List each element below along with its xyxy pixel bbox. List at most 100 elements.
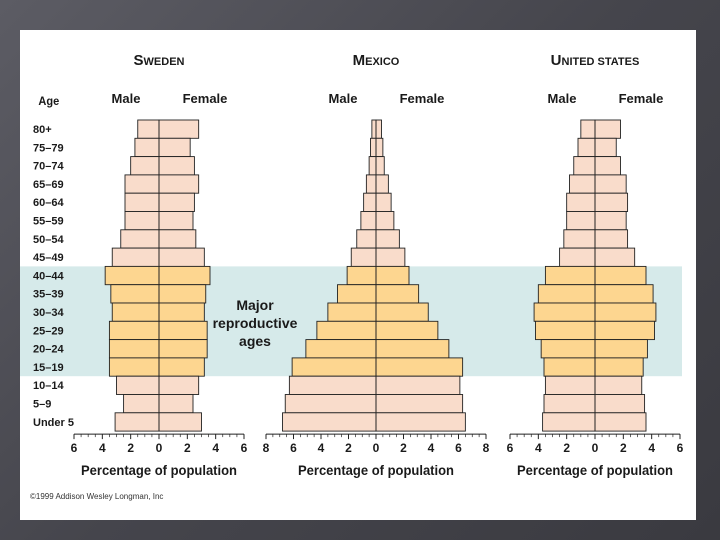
age-label: 25–29 <box>33 325 64 337</box>
bar-female <box>158 412 202 432</box>
age-label: 30–34 <box>33 307 64 319</box>
bar-male <box>580 119 596 139</box>
bar-female <box>375 284 420 304</box>
population-pyramids-chart: Age 80+ 75–79 70–74 65–69 60–64 55–59 50–54 45–4… <box>20 52 684 478</box>
bar-female <box>375 375 461 395</box>
bar-female <box>158 156 195 176</box>
bar-male <box>120 229 160 249</box>
bar-female <box>375 339 450 359</box>
bar-male <box>533 302 596 322</box>
bar-female <box>158 192 195 212</box>
x-tick-label: 2 <box>184 441 191 455</box>
bar-male <box>368 156 377 176</box>
bar-male <box>365 174 377 194</box>
x-tick-label: 2 <box>400 441 407 455</box>
bar-female <box>594 394 646 414</box>
bar-male <box>563 229 596 249</box>
bar-male <box>371 119 377 139</box>
bar-male <box>116 375 160 395</box>
panel-title: SWEDEN <box>134 52 185 69</box>
bar-male <box>123 394 160 414</box>
bar-male <box>370 137 377 158</box>
bar-female <box>158 375 200 395</box>
x-axis-label: Percentage of population <box>517 462 673 478</box>
x-tick-label: 6 <box>455 441 462 455</box>
x-tick-label: 6 <box>677 441 684 455</box>
bar-female <box>594 375 643 395</box>
age-label: Under 5 <box>33 417 74 429</box>
x-tick-label: 6 <box>507 441 514 455</box>
x-tick-label: 2 <box>127 441 134 455</box>
bar-male <box>124 192 160 212</box>
bar-male <box>540 339 596 359</box>
age-label: 15–19 <box>33 362 64 374</box>
bar-male <box>360 211 377 231</box>
x-axis-label: Percentage of population <box>81 462 237 478</box>
x-tick-label: 0 <box>592 441 599 455</box>
bar-female <box>158 357 205 377</box>
x-tick-label: 6 <box>290 441 297 455</box>
x-tick-label: 4 <box>318 441 325 455</box>
x-tick-label: 6 <box>241 441 248 455</box>
male-label: Male <box>548 91 577 106</box>
bar-female <box>158 302 205 322</box>
bar-female <box>594 247 636 267</box>
bar-female <box>594 339 648 359</box>
bar-female <box>375 412 466 432</box>
bar-male <box>110 284 160 304</box>
bar-male <box>305 339 377 359</box>
bar-male <box>104 265 160 286</box>
bar-male <box>537 284 596 304</box>
age-label: 60–64 <box>33 197 64 209</box>
bar-female <box>375 247 406 267</box>
bar-female <box>594 137 617 158</box>
bar-male <box>288 375 377 395</box>
bar-male <box>350 247 377 267</box>
male-label: Male <box>329 91 358 106</box>
bar-female <box>158 137 191 158</box>
bar-male <box>134 137 160 158</box>
bar-male <box>327 302 377 322</box>
bar-male <box>543 394 596 414</box>
highlight-label: Major <box>236 297 274 313</box>
bar-male <box>108 320 160 341</box>
bar-female <box>594 357 644 377</box>
age-label: 80+ <box>33 124 52 136</box>
bar-male <box>573 156 596 176</box>
x-tick-label: 0 <box>373 441 380 455</box>
age-label: 40–44 <box>33 270 64 282</box>
age-label: 45–49 <box>33 252 64 264</box>
bar-female <box>375 394 464 414</box>
bar-female <box>375 192 392 212</box>
bar-female <box>158 265 211 286</box>
bar-female <box>158 339 208 359</box>
bar-female <box>375 137 384 158</box>
x-tick-label: 4 <box>212 441 219 455</box>
x-tick-label: 2 <box>620 441 627 455</box>
bar-male <box>316 320 377 341</box>
bar-female <box>158 247 205 267</box>
copyright-credit: ©1999 Addison Wesley Longman, Inc <box>30 492 164 501</box>
bar-male <box>543 357 596 377</box>
bar-male <box>284 394 377 414</box>
bar-male <box>346 265 377 286</box>
bar-female <box>375 357 464 377</box>
slide: Age 80+ 75–79 70–74 65–69 60–64 55–59 50–54 45–4… <box>20 30 696 520</box>
bar-female <box>594 265 647 286</box>
x-tick-label: 8 <box>483 441 490 455</box>
bar-female <box>375 302 429 322</box>
bar-male <box>535 320 596 341</box>
bar-female <box>594 302 657 322</box>
panel-title: MEXICO <box>353 52 400 69</box>
bar-female <box>594 284 654 304</box>
bar-male <box>111 247 160 267</box>
x-tick-label: 6 <box>71 441 78 455</box>
bar-female <box>594 320 655 341</box>
bar-male <box>130 156 160 176</box>
bar-male <box>356 229 377 249</box>
bar-female <box>594 211 627 231</box>
bar-female <box>375 156 385 176</box>
x-tick-label: 8 <box>263 441 270 455</box>
bar-male <box>544 375 596 395</box>
age-label: 5–9 <box>33 399 51 411</box>
